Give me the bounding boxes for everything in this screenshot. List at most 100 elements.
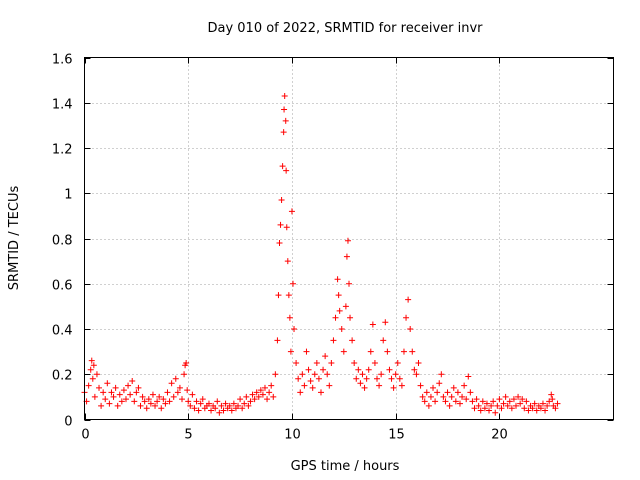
data-point: [158, 405, 165, 412]
data-point: [419, 393, 426, 400]
y-axis-label: SRMTID / TECUs: [7, 186, 22, 291]
data-point: [525, 407, 532, 414]
data-point: [542, 407, 549, 414]
data-point: [531, 400, 538, 407]
data-point: [448, 393, 455, 400]
data-point: [268, 382, 275, 389]
data-point: [548, 391, 555, 398]
data-point: [307, 378, 314, 385]
data-point: [481, 405, 488, 412]
data-point: [212, 405, 219, 412]
data-point: [388, 375, 395, 382]
data-point: [135, 384, 142, 391]
data-point: [104, 380, 111, 387]
data-point: [278, 197, 285, 204]
data-point: [214, 398, 221, 405]
data-point: [218, 402, 225, 409]
data-point: [512, 402, 519, 409]
data-point: [405, 296, 412, 303]
data-point: [328, 359, 335, 366]
data-point: [494, 402, 501, 409]
data-point: [504, 402, 511, 409]
x-tick-label: 5: [184, 428, 192, 443]
data-point: [251, 396, 258, 403]
data-points: [81, 92, 561, 416]
data-point: [438, 371, 445, 378]
data-point: [114, 402, 121, 409]
data-point: [98, 402, 105, 409]
data-point: [355, 366, 362, 373]
data-point: [255, 393, 262, 400]
data-point: [205, 400, 212, 407]
data-point: [363, 375, 370, 382]
data-point: [367, 348, 374, 355]
data-point: [347, 314, 354, 321]
data-point: [332, 314, 339, 321]
data-point: [322, 353, 329, 360]
data-point: [539, 400, 546, 407]
data-point: [102, 396, 109, 403]
data-point: [270, 393, 277, 400]
data-point: [400, 348, 407, 355]
data-point: [189, 391, 196, 398]
data-point: [423, 389, 430, 396]
data-point: [174, 389, 181, 396]
data-point: [274, 337, 281, 344]
data-point: [421, 398, 428, 405]
data-point: [459, 393, 466, 400]
x-tick-label: 10: [284, 428, 301, 443]
data-point: [324, 371, 331, 378]
data-point: [259, 391, 266, 398]
data-point: [185, 398, 192, 405]
data-point: [230, 400, 237, 407]
data-point: [156, 393, 163, 400]
data-point: [440, 393, 447, 400]
data-point: [172, 375, 179, 382]
data-point: [164, 389, 171, 396]
data-point: [361, 384, 368, 391]
data-point: [359, 371, 366, 378]
data-point: [508, 405, 515, 412]
data-point: [110, 393, 117, 400]
data-point: [544, 402, 551, 409]
y-tick-label: 1.2: [52, 143, 73, 158]
data-point: [432, 398, 439, 405]
data-point: [446, 402, 453, 409]
data-point: [241, 400, 248, 407]
data-point: [197, 400, 204, 407]
y-tick-label: 0: [64, 415, 72, 430]
data-point: [145, 396, 152, 403]
data-point: [469, 398, 476, 405]
data-point: [261, 384, 268, 391]
data-point: [168, 380, 175, 387]
data-point: [407, 326, 414, 332]
data-point: [279, 163, 286, 170]
data-point: [335, 292, 342, 299]
data-point: [471, 405, 478, 412]
data-point: [216, 409, 223, 416]
data-point: [187, 402, 194, 409]
data-point: [264, 396, 271, 403]
data-point: [193, 398, 200, 405]
data-point: [473, 396, 480, 403]
x-axis-label: GPS time / hours: [291, 459, 400, 474]
data-point: [96, 384, 103, 391]
data-point: [108, 389, 115, 396]
data-point: [506, 398, 513, 405]
data-point: [183, 359, 190, 366]
data-point: [88, 357, 95, 364]
data-point: [502, 393, 509, 400]
data-point: [285, 292, 292, 299]
data-point: [239, 405, 246, 412]
data-point: [305, 366, 312, 373]
data-point: [444, 389, 451, 396]
data-point: [349, 337, 356, 344]
data-point: [430, 384, 437, 391]
data-point: [160, 396, 167, 403]
data-point: [330, 337, 337, 344]
data-point: [313, 359, 320, 366]
data-point: [245, 402, 252, 409]
data-point: [365, 366, 372, 373]
data-point: [467, 389, 474, 396]
data-point: [120, 387, 127, 394]
